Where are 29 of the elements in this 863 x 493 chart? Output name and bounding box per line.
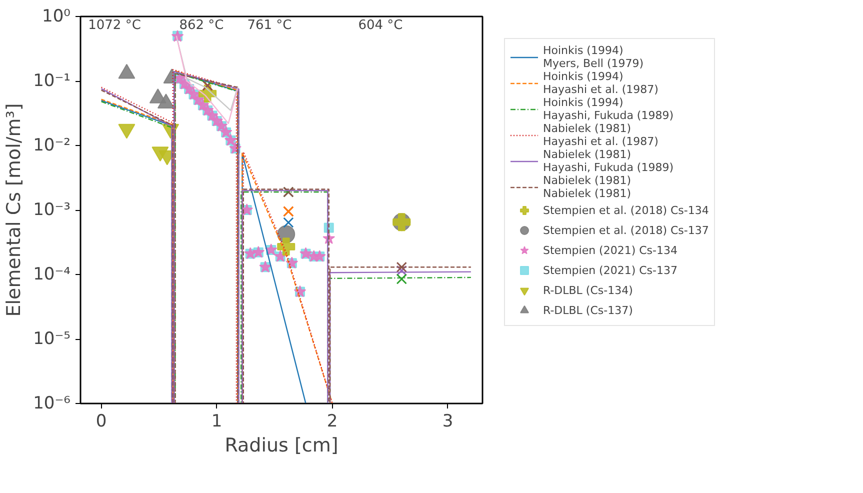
legend-label: Stempien et al. (2018) Cs-137: [543, 223, 709, 237]
legend-label: Stempien (2021) Cs-137: [543, 263, 678, 277]
y-tick-label: 10⁻¹: [33, 71, 70, 91]
y-tick-label: 10⁻³: [33, 200, 70, 220]
y-tick-label: 10⁻²: [33, 136, 70, 156]
legend-label: Hoinkis (1994) Hayashi et al. (1987): [543, 70, 658, 96]
x-tick-label: 1: [211, 412, 222, 432]
legend-label: R-DLBL (Cs-137): [543, 303, 633, 317]
legend-label: R-DLBL (Cs-134): [543, 283, 633, 297]
annotation: 761 °C: [247, 18, 292, 33]
annotation: 1072 °C: [88, 18, 141, 33]
legend-label: Nabielek (1981) Hayashi, Fukuda (1989): [543, 148, 674, 174]
y-tick-label: 10⁻⁵: [33, 329, 70, 349]
annotation: 604 °C: [358, 18, 403, 33]
y-tick-label: 10⁻⁶: [33, 394, 71, 414]
x-axis-title: Radius [cm]: [224, 434, 338, 456]
legend-label: Stempien et al. (2018) Cs-134: [543, 203, 709, 217]
legend-label: Hoinkis (1994) Hayashi, Fukuda (1989): [543, 96, 674, 122]
annotation: 862 °C: [179, 18, 224, 33]
x-tick-label: 2: [326, 412, 338, 432]
y-tick-label: 10⁰: [42, 6, 71, 26]
legend-label: Nabielek (1981) Hayashi et al. (1987): [543, 122, 658, 148]
legend-label: Nabielek (1981) Nabielek (1981): [543, 174, 632, 200]
legend-label: Stempien (2021) Cs-134: [543, 243, 678, 257]
legend-label: Hoinkis (1994) Myers, Bell (1979): [543, 44, 644, 70]
x-tick-label: 0: [96, 412, 107, 432]
y-axis-title: Elemental Cs [mol/m³]: [3, 103, 26, 317]
x-tick-label: 3: [442, 412, 454, 432]
y-tick-label: 10⁻⁴: [33, 264, 71, 284]
